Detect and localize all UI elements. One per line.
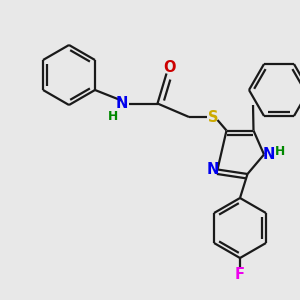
Text: O: O <box>163 60 176 75</box>
Text: F: F <box>235 267 245 282</box>
Text: N: N <box>207 162 219 177</box>
Text: H: H <box>108 110 118 124</box>
Text: H: H <box>274 145 285 158</box>
Text: N: N <box>262 147 275 162</box>
Text: S: S <box>208 110 218 124</box>
Text: N: N <box>115 96 128 111</box>
